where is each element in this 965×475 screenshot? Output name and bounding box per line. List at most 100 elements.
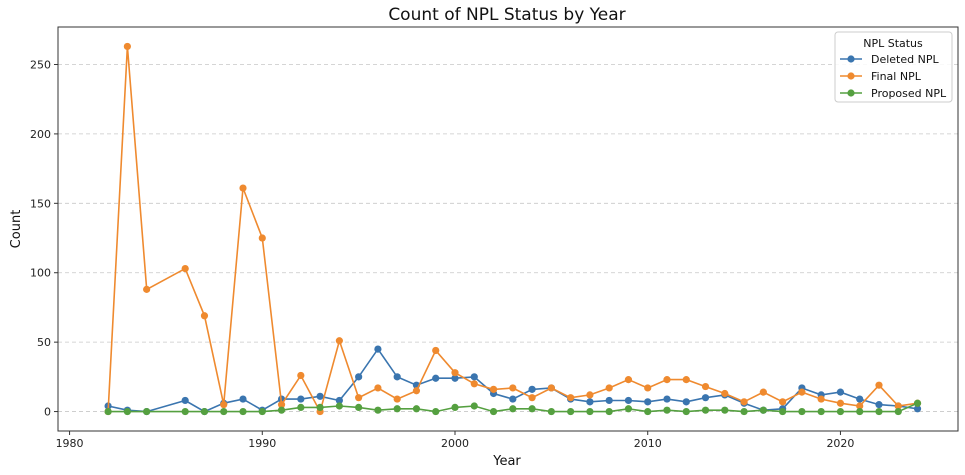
series-final-npl xyxy=(104,42,922,416)
legend-title: NPL Status xyxy=(863,37,923,50)
data-point xyxy=(393,373,401,381)
data-point xyxy=(798,407,806,416)
data-point xyxy=(817,407,825,416)
data-point xyxy=(836,407,845,416)
data-point xyxy=(663,395,671,403)
legend-item: Deleted NPL xyxy=(840,53,939,66)
data-point xyxy=(528,405,536,413)
data-point xyxy=(509,395,517,403)
data-point xyxy=(181,396,189,405)
data-point xyxy=(913,399,922,407)
data-point xyxy=(605,407,613,416)
data-point xyxy=(913,405,922,413)
data-point xyxy=(644,398,652,406)
data-point xyxy=(779,398,787,406)
x-axis-ticks: 1980 1990 2000 2010 2020 xyxy=(56,431,854,450)
data-point xyxy=(335,337,343,345)
data-point xyxy=(759,388,767,396)
data-point xyxy=(470,373,478,381)
data-point xyxy=(644,384,652,392)
data-point xyxy=(644,407,652,416)
data-point xyxy=(470,380,478,388)
data-point xyxy=(817,395,825,403)
data-point xyxy=(123,42,131,51)
data-point xyxy=(104,407,112,416)
y-tick-label: 200 xyxy=(30,128,51,141)
data-point xyxy=(624,396,633,405)
data-point xyxy=(701,406,710,414)
legend-label: Proposed NPL xyxy=(871,87,947,100)
data-point xyxy=(220,407,228,416)
data-point xyxy=(567,394,575,402)
data-point xyxy=(123,407,131,416)
data-point xyxy=(277,401,286,409)
data-point xyxy=(547,384,555,392)
data-point xyxy=(489,407,498,416)
data-point xyxy=(335,402,343,410)
data-point xyxy=(567,407,575,416)
data-point xyxy=(547,407,555,416)
data-point xyxy=(470,402,478,410)
legend-box xyxy=(834,31,953,103)
legend-marker xyxy=(847,89,855,97)
y-tick-label: 0 xyxy=(44,406,51,419)
legend-label: Deleted NPL xyxy=(871,53,939,66)
data-point xyxy=(143,285,151,293)
series-proposed-npl xyxy=(104,399,922,416)
data-point xyxy=(355,394,363,402)
data-point xyxy=(432,374,440,382)
y-tick-label: 250 xyxy=(30,58,51,71)
data-point xyxy=(663,376,671,384)
data-point xyxy=(277,406,286,414)
data-point xyxy=(374,406,382,414)
data-point xyxy=(355,373,363,381)
data-point xyxy=(624,405,633,413)
data-point xyxy=(586,407,594,416)
y-tick-label: 150 xyxy=(30,197,51,210)
plot-frame xyxy=(57,26,959,432)
data-point xyxy=(740,398,748,406)
data-point xyxy=(605,384,613,392)
data-point xyxy=(489,385,498,393)
data-point xyxy=(393,405,401,413)
data-point xyxy=(200,407,209,416)
data-point xyxy=(143,407,151,416)
data-point xyxy=(894,402,902,410)
data-point xyxy=(875,407,883,416)
x-tick-label: 2000 xyxy=(441,437,469,450)
data-point xyxy=(682,398,690,406)
data-point xyxy=(316,392,324,400)
x-tick-label: 2020 xyxy=(826,437,854,450)
data-point xyxy=(451,369,459,377)
data-point xyxy=(701,382,710,391)
x-tick-label: 1980 xyxy=(56,437,84,450)
data-point xyxy=(239,407,247,416)
y-axis-label: Count xyxy=(9,210,24,249)
data-point xyxy=(239,184,247,192)
data-point xyxy=(798,388,806,396)
data-point xyxy=(412,405,421,413)
y-tick-label: 50 xyxy=(37,336,51,349)
data-point xyxy=(875,401,883,409)
data-point xyxy=(624,376,633,384)
legend-label: Final NPL xyxy=(871,70,922,83)
data-point xyxy=(412,387,421,395)
data-point xyxy=(258,234,266,242)
data-point xyxy=(856,395,864,403)
series-line xyxy=(107,347,918,413)
data-point xyxy=(355,403,363,411)
data-point xyxy=(200,312,209,320)
data-point xyxy=(297,395,305,403)
data-point xyxy=(856,402,864,410)
data-point xyxy=(701,394,710,402)
legend-item: Final NPL xyxy=(840,70,922,83)
data-point xyxy=(586,391,594,399)
chart-title: Count of NPL Status by Year xyxy=(388,5,625,25)
data-point xyxy=(509,405,517,413)
data-point xyxy=(451,403,459,411)
x-tick-label: 1990 xyxy=(248,437,276,450)
data-point xyxy=(432,346,440,355)
data-point xyxy=(740,407,748,416)
x-axis-label: Year xyxy=(492,454,521,469)
